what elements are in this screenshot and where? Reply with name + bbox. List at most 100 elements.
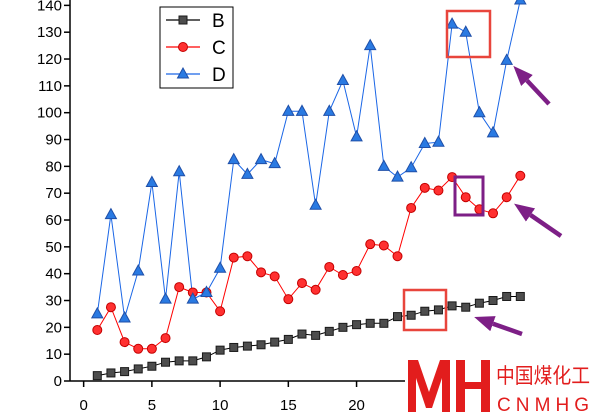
data-point-C [365, 239, 376, 250]
y-tick-label: 90 [45, 132, 62, 149]
y-tick-label: 0 [54, 373, 62, 390]
series-layer [90, 0, 527, 381]
data-point-B [242, 341, 252, 351]
data-point-B [201, 352, 211, 362]
data-point-C [146, 343, 157, 354]
data-point-D [336, 73, 350, 85]
data-point-B [461, 302, 471, 312]
y-tick-label: 30 [45, 293, 62, 310]
data-point-B [474, 298, 484, 308]
x-tick-label: 10 [212, 397, 229, 414]
data-point-C [228, 252, 239, 263]
data-point-B [188, 356, 198, 366]
data-point-C [406, 202, 417, 213]
series-line-D [96, 0, 521, 319]
data-point-B [215, 345, 225, 355]
watermark-en-text: CNMHG [497, 395, 589, 416]
data-point-C [433, 185, 444, 196]
x-tick-label: 5 [148, 397, 156, 414]
data-point-B [324, 326, 334, 336]
data-point-C [269, 271, 280, 282]
data-point-C [488, 208, 499, 219]
data-point-B [379, 318, 389, 328]
data-point-C [242, 251, 253, 262]
arrow-to-c-point [514, 203, 563, 238]
y-tick-label: 50 [45, 239, 62, 256]
y-tick-label: 40 [45, 266, 62, 283]
data-point-C [378, 240, 389, 251]
data-point-C [256, 267, 267, 278]
data-point-D [145, 175, 159, 187]
data-point-D [473, 105, 486, 118]
x-tick-label: 0 [79, 397, 87, 414]
data-point-D [172, 164, 186, 177]
data-point-D [486, 125, 500, 138]
data-point-D [377, 159, 391, 171]
y-tick-label: 100 [37, 105, 62, 122]
data-point-B [174, 356, 184, 366]
watermark-h-crossbar [465, 382, 481, 389]
data-point-C [174, 282, 185, 293]
data-point-B [256, 340, 266, 350]
data-point-C [160, 333, 171, 344]
data-point-D [131, 263, 145, 276]
data-point-D [200, 285, 213, 297]
data-point-C [351, 265, 362, 276]
data-point-C [283, 294, 294, 305]
data-point-D [295, 104, 309, 116]
data-point-D [241, 167, 254, 179]
data-point-C [119, 337, 130, 348]
data-point-B [147, 361, 157, 371]
data-point-B [92, 371, 102, 381]
data-point-D [254, 152, 268, 165]
y-tick-label: 70 [45, 185, 62, 202]
data-point-B [338, 322, 348, 332]
data-point-D [104, 207, 118, 220]
data-point-B [106, 368, 116, 378]
data-point-B [488, 296, 498, 306]
data-point-C [324, 261, 335, 272]
legend-label-D: D [212, 65, 226, 86]
data-point-D [268, 156, 282, 169]
data-point-B [515, 291, 525, 301]
data-point-B [420, 306, 430, 316]
data-point-D [90, 306, 104, 319]
data-point-C [501, 192, 512, 203]
data-point-B [161, 357, 171, 367]
y-tick-label: 10 [45, 346, 62, 363]
data-point-D [418, 136, 432, 149]
data-point-D [350, 129, 363, 142]
data-point-B [229, 342, 239, 352]
data-point-B [433, 305, 443, 315]
data-point-B [502, 291, 512, 301]
y-tick-label: 140 [37, 0, 62, 14]
data-point-C [392, 251, 403, 262]
y-tick-label: 60 [45, 212, 62, 229]
data-point-B [365, 318, 375, 328]
data-point-D [227, 152, 241, 165]
data-point-D [404, 160, 418, 173]
highlight-box-b-points [402, 288, 448, 332]
x-tick-label: 15 [280, 397, 297, 414]
data-point-D [500, 53, 514, 65]
arrow-to-d-point [513, 65, 551, 106]
data-point-D [159, 292, 172, 304]
y-tick-label: 20 [45, 319, 62, 336]
data-point-C [460, 192, 471, 203]
y-tick-label: 110 [38, 78, 62, 95]
data-point-C [133, 343, 144, 354]
legend: BCD [159, 6, 234, 89]
data-point-B [270, 337, 280, 347]
data-point-D [513, 0, 527, 5]
watermark-m-mark [408, 360, 450, 412]
watermark-h-left-stem [456, 360, 465, 412]
data-point-C [215, 306, 226, 317]
arrow-to-b-point [474, 316, 523, 337]
legend-label-B: B [212, 11, 225, 32]
data-point-B [283, 334, 293, 344]
data-point-B [406, 310, 416, 320]
data-point-D [186, 292, 200, 304]
data-point-C [105, 302, 116, 313]
watermark-h-right-stem [481, 360, 490, 412]
